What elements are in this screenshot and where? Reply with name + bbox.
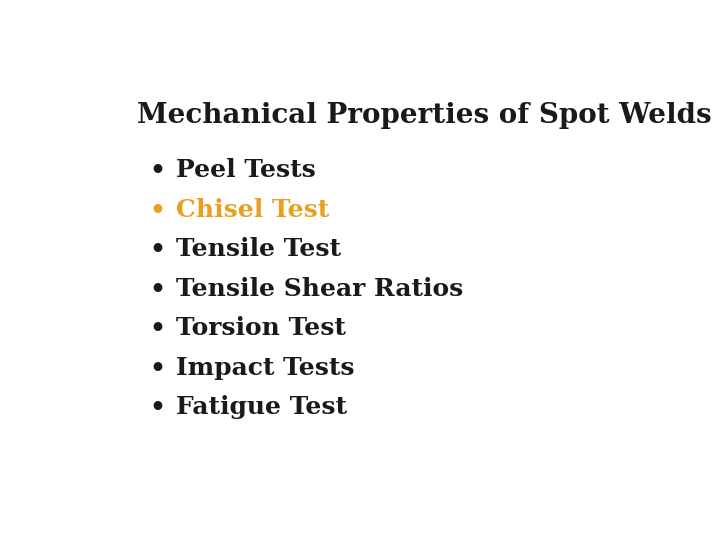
- Text: Impact Tests: Impact Tests: [176, 356, 355, 380]
- Text: •: •: [149, 277, 165, 301]
- Text: •: •: [149, 356, 165, 380]
- Text: Tensile Test: Tensile Test: [176, 238, 341, 261]
- Text: Fatigue Test: Fatigue Test: [176, 395, 348, 420]
- Text: •: •: [149, 316, 165, 340]
- Text: •: •: [149, 395, 165, 420]
- Text: •: •: [149, 158, 165, 183]
- Text: Chisel Test: Chisel Test: [176, 198, 330, 222]
- Text: •: •: [149, 198, 165, 222]
- Text: Tensile Shear Ratios: Tensile Shear Ratios: [176, 277, 464, 301]
- Text: •: •: [149, 238, 165, 261]
- Text: Peel Tests: Peel Tests: [176, 158, 316, 183]
- Text: Torsion Test: Torsion Test: [176, 316, 346, 340]
- Text: Mechanical Properties of Spot Welds: Mechanical Properties of Spot Welds: [138, 102, 712, 129]
